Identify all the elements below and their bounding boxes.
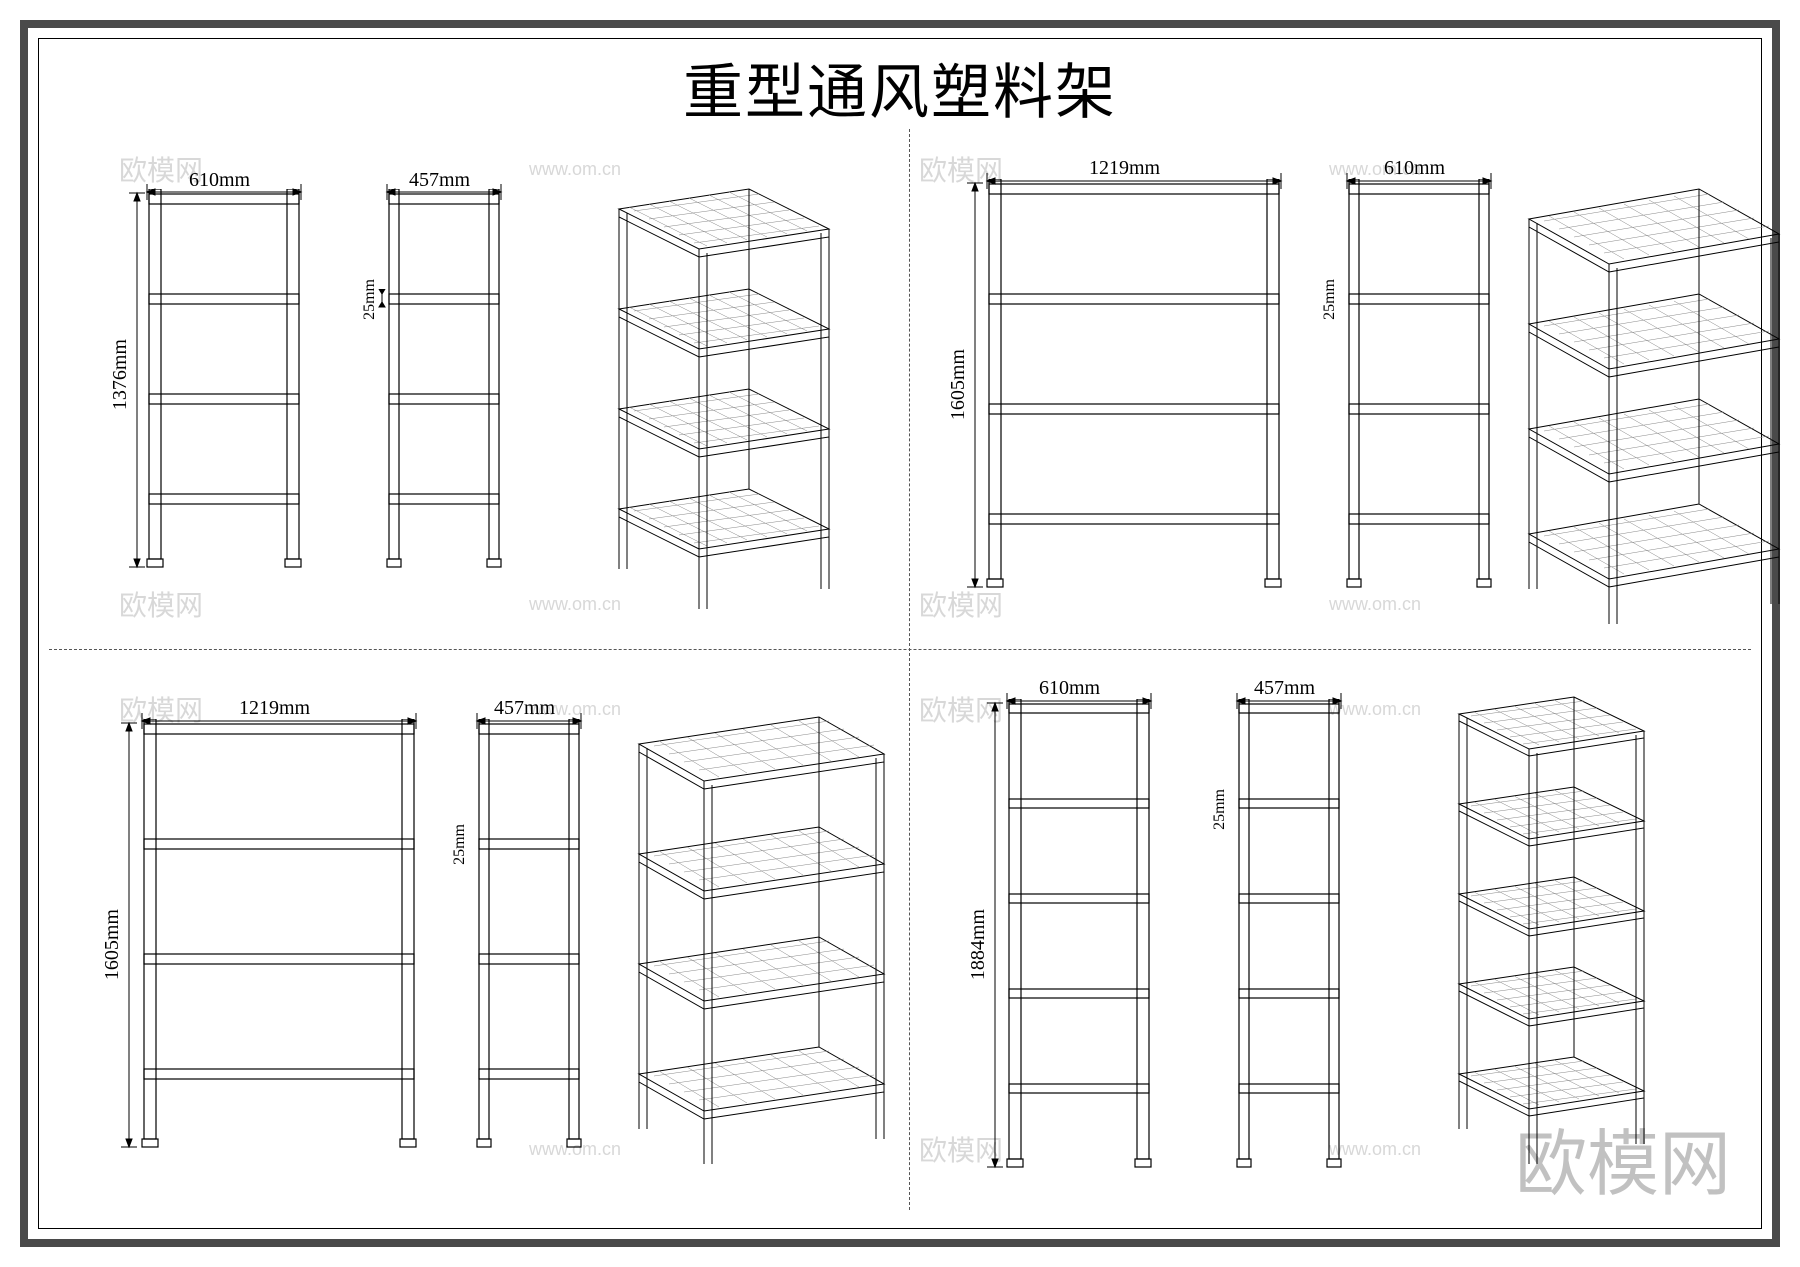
q1-side-view [379, 189, 549, 609]
q4-side-view [1229, 699, 1379, 1199]
q3-side-view [469, 719, 619, 1179]
q1-front-view [139, 189, 369, 609]
quadrant-3: 1219mm 1605mm 457mm 25mm [39, 659, 909, 1219]
q2-iso-view [1499, 169, 1799, 629]
q3-iso-view [609, 699, 909, 1179]
page-title: 重型通风塑料架 [39, 44, 1761, 131]
quadrant-4: 610mm 1884mm 457mm 25mm [909, 659, 1769, 1219]
quadrant-1: 610mm 1376mm 457mm 25mm [39, 129, 909, 649]
dim-thickness: 25mm [451, 824, 469, 865]
q3-front-view [134, 719, 454, 1179]
q4-iso-view [1419, 679, 1669, 1199]
q4-front-view [999, 699, 1199, 1199]
dim-thickness: 25mm [1211, 789, 1229, 830]
drawing-frame: 重型通风塑料架 欧模网 www.om.cn 欧模网 www.om.cn 欧模网 … [38, 38, 1762, 1229]
quadrant-2: 1219mm 1605mm 610mm 25mm [909, 129, 1769, 649]
q2-front-view [979, 179, 1319, 619]
dim-thickness: 25mm [1321, 279, 1339, 320]
q1-iso-view [579, 169, 859, 609]
horizontal-divider [49, 649, 1751, 650]
